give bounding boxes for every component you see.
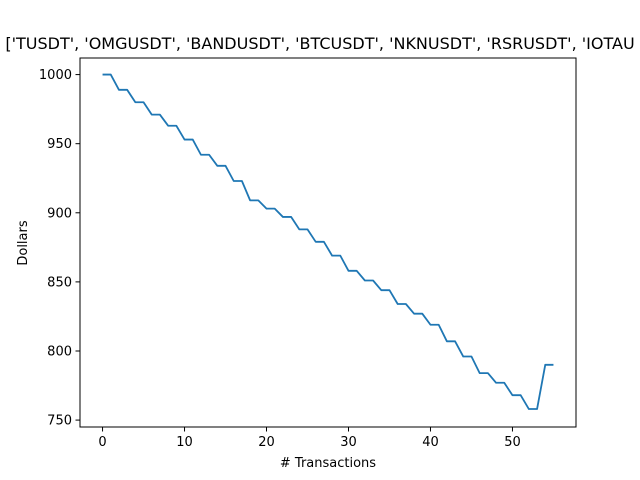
x-tick-label: 30 <box>340 435 357 450</box>
y-tick-label: 900 <box>47 206 72 221</box>
plot-area-frame <box>79 57 577 428</box>
y-tick-label: 950 <box>47 137 72 152</box>
x-tick-label: 40 <box>422 435 439 450</box>
x-tick-label: 0 <box>98 435 106 450</box>
y-tick-label: 800 <box>47 344 72 359</box>
y-tick-label: 750 <box>47 414 72 429</box>
x-axis-label: # Transactions <box>280 456 376 471</box>
x-tick-label: 10 <box>176 435 193 450</box>
y-tick-label: 1000 <box>39 68 72 83</box>
chart-title: ['TUSDT', 'OMGUSDT', 'BANDUSDT', 'BTCUSD… <box>5 34 634 53</box>
y-tick-label: 850 <box>47 275 72 290</box>
x-tick-label: 50 <box>504 435 521 450</box>
series-line-0 <box>102 73 554 410</box>
y-axis-label: Dollars <box>16 220 31 265</box>
x-tick-label: 20 <box>258 435 275 450</box>
